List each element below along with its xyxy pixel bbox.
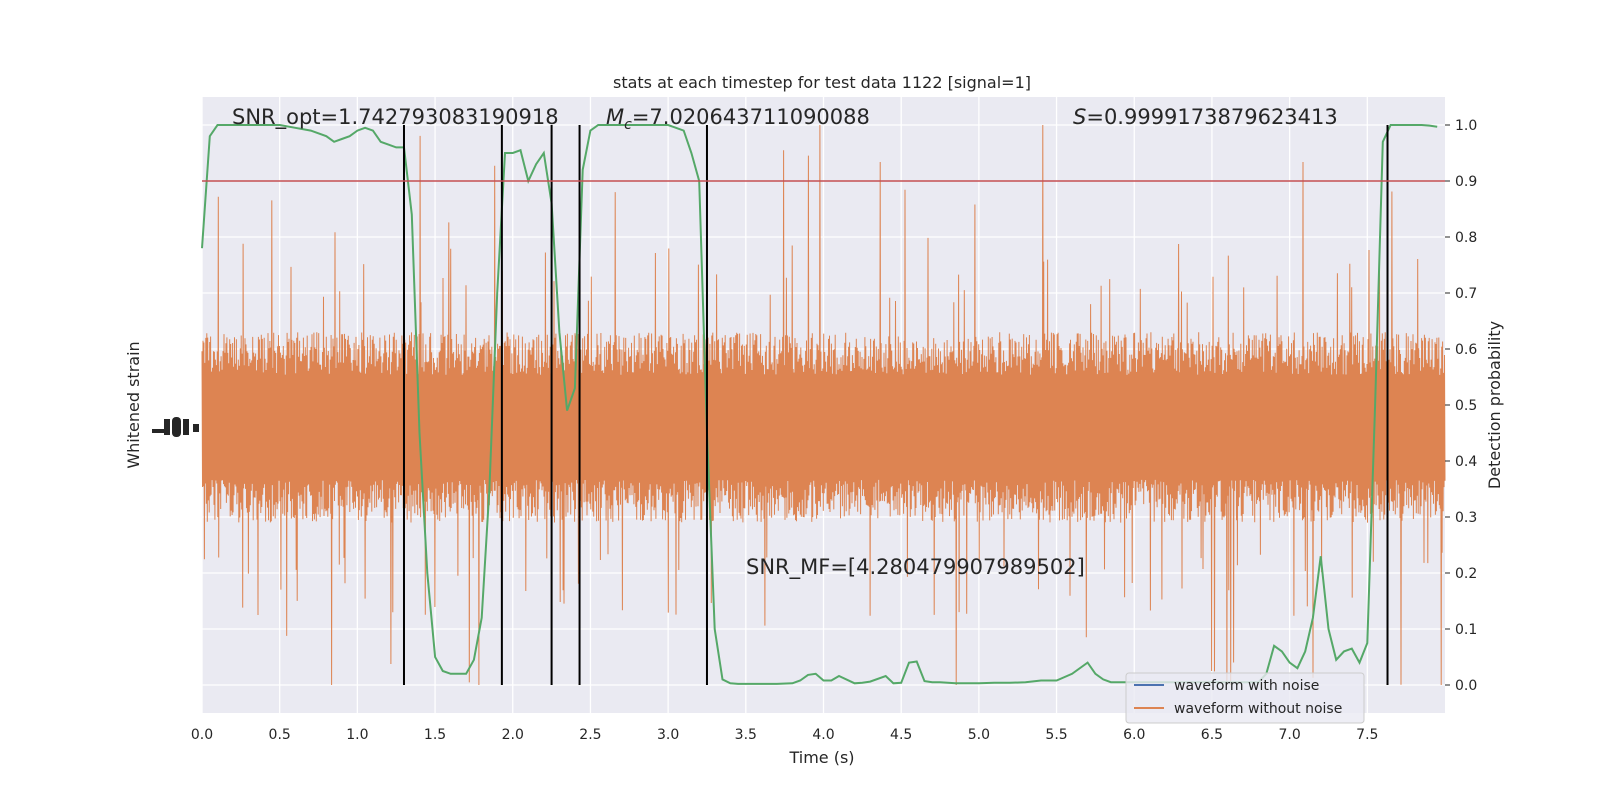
x-tick-label: 5.0 [968,727,990,743]
x-tick-label: 0.0 [191,727,213,743]
mc-value: =7.020643711090088 [632,105,870,129]
x-tick-label: 3.5 [735,727,757,743]
x-axis-label: Time (s) [788,748,854,767]
y-axis-label-right: Detection probability [1485,321,1504,489]
y-tick-label-right: 0.9 [1455,174,1477,190]
x-tick-label: 4.5 [890,727,912,743]
snr-opt-annotation: SNR_opt=1.742793083190918 [232,105,559,130]
series-waveform-without-noise [201,124,1446,686]
strain-layer [201,124,1446,686]
mc-annotation: Mc=7.020643711090088 [606,105,870,133]
s-value: =0.9999173879623413 [1086,105,1337,129]
y-tick-label-right: 0.4 [1455,454,1477,470]
x-tick-label: 3.0 [657,727,679,743]
chart-title: stats at each timestep for test data 112… [613,73,1031,92]
x-tick-label: 4.0 [812,727,834,743]
y-tick-label-right: 0.8 [1455,230,1477,246]
left-axis-ticks-collapsed [152,417,199,437]
y-tick-label-right: 0.6 [1455,342,1477,358]
y-tick-label-right: 0.1 [1455,622,1477,638]
x-tick-label: 6.5 [1201,727,1223,743]
y-axis-label-left: Whitened strain [124,341,143,468]
mc-symbol: M [606,105,624,129]
s-annotation: S=0.9999173879623413 [1073,105,1338,129]
legend-label-waveform-without-noise: waveform without noise [1174,701,1342,717]
y-axis-ticks-right: 0.0 0.1 0.2 0.3 0.4 0.5 0.6 0.7 0.8 0.9 1.0 [1445,118,1477,694]
y-tick-label-right: 0.2 [1455,566,1477,582]
y-tick-label-right: 0.0 [1455,678,1477,694]
x-tick-label: 7.0 [1278,727,1300,743]
mc-subscript: c [624,117,632,133]
x-tick-label: 5.5 [1045,727,1067,743]
x-tick-label: 0.5 [269,727,291,743]
legend: waveform with noise waveform without noi… [1125,672,1365,724]
y-tick-label-right: 0.7 [1455,286,1477,302]
y-tick-label-right: 1.0 [1455,118,1477,134]
legend-label-waveform-with-noise: waveform with noise [1174,678,1319,694]
vertical-lines [402,125,1389,685]
s-symbol: S [1073,105,1086,129]
x-tick-label: 1.5 [424,727,446,743]
y-tick-label-right: 0.5 [1455,398,1477,414]
x-axis-ticks: 0.0 0.5 1.0 1.5 2.0 2.5 3.0 3.5 4.0 4.5 5.0 5.5 6.0 6… [191,727,1379,743]
legend-frame [1125,672,1365,724]
snr-mf-annotation: SNR_MF=[4.280479907989502] [746,555,1085,580]
series-detection-probability [201,124,1438,685]
probability-layer [201,124,1438,685]
x-tick-label: 1.0 [346,727,368,743]
x-tick-label: 2.0 [502,727,524,743]
x-tick-label: 2.5 [579,727,601,743]
y-tick-label-right: 0.3 [1455,510,1477,526]
x-tick-label: 6.0 [1123,727,1145,743]
x-tick-label: 7.5 [1356,727,1378,743]
